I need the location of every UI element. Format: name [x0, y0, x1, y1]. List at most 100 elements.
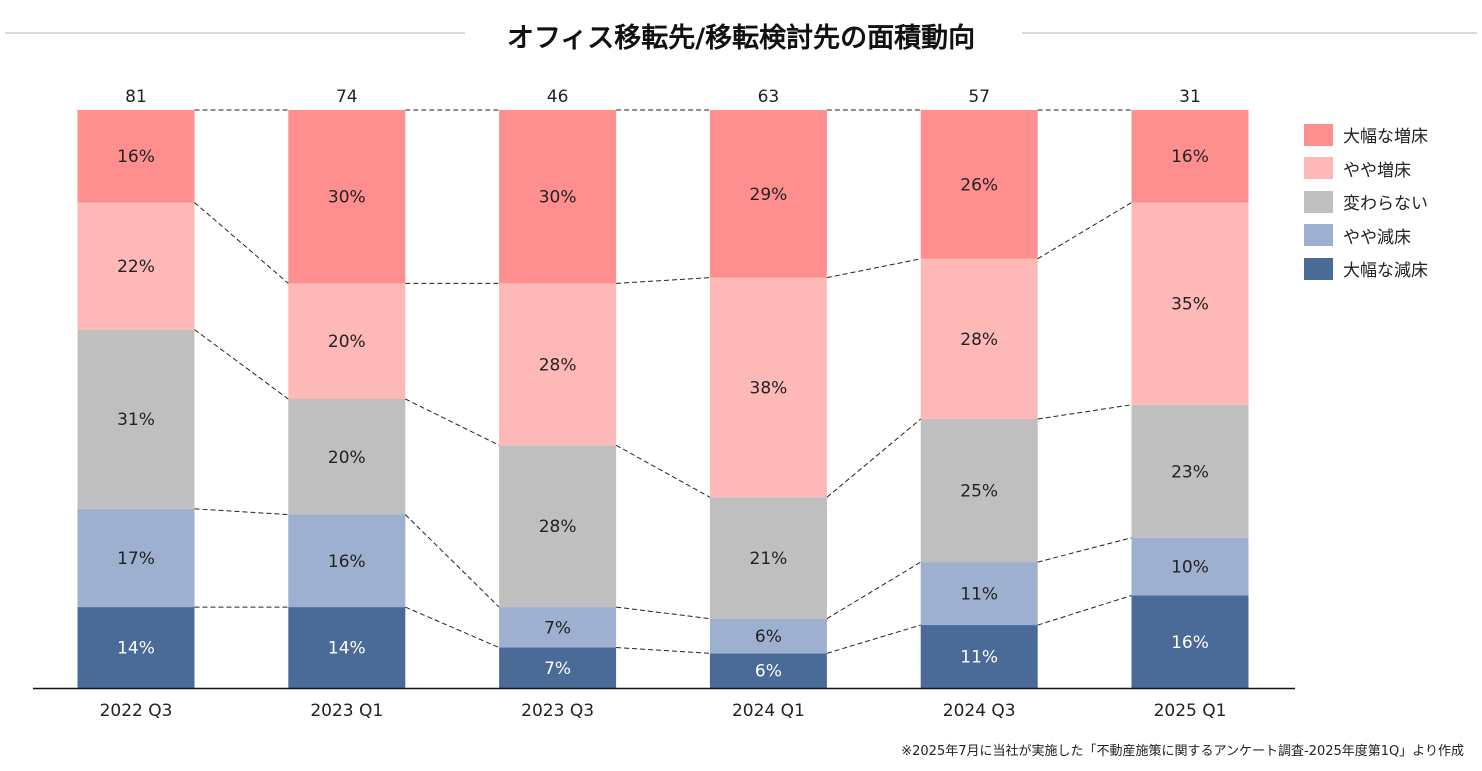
bar-segment [920, 110, 1038, 259]
legend: 大幅な増床やや増床変わらないやや減床大幅な減床 [1304, 118, 1428, 286]
total-label: 63 [758, 87, 780, 107]
data-label: 31% [117, 410, 155, 430]
legend-item: 大幅な増床 [1304, 118, 1428, 152]
legend-label: やや増床 [1343, 160, 1411, 181]
legend-label: 大幅な減床 [1343, 261, 1428, 282]
data-label: 38% [750, 378, 788, 398]
bar-segment [920, 562, 1038, 626]
data-label: 14% [328, 639, 366, 659]
footnote: ※2025年7月に当社が実施した「不動産施策に関するアンケート調査-2025年度… [901, 744, 1464, 759]
bar-segment [1131, 595, 1249, 688]
legend-item: やや減床 [1304, 219, 1428, 253]
x-tick-label: 2024 Q3 [943, 701, 1016, 721]
bar-segment [709, 618, 827, 654]
data-label: 28% [960, 330, 998, 350]
data-label: 11% [960, 585, 998, 605]
x-tick-label: 2023 Q3 [521, 701, 594, 721]
data-label: 16% [1171, 147, 1209, 167]
bar-segment [920, 419, 1038, 563]
legend-swatch [1304, 123, 1333, 146]
connector-line [826, 418, 922, 498]
chart-title-area: オフィス移転先/移転検討先の面積動向 [0, 12, 1482, 54]
legend-item: 変わらない [1304, 185, 1428, 219]
total-label: 74 [336, 87, 358, 107]
legend-swatch [1304, 224, 1333, 247]
bar-segment [1131, 404, 1249, 538]
total-label: 31 [1179, 87, 1201, 107]
data-label: 26% [960, 175, 998, 195]
bar-segment [288, 399, 406, 515]
connector-line [194, 202, 289, 284]
bar-segment [77, 508, 195, 608]
bar-segment [1131, 537, 1249, 596]
bar-segment [709, 277, 827, 498]
bar-segment [288, 110, 406, 284]
title-rule-right [1022, 32, 1477, 34]
legend-item: やや増床 [1304, 152, 1428, 186]
bar-segment [920, 258, 1038, 420]
data-label: 20% [328, 332, 366, 352]
bar-segment [499, 647, 617, 688]
bar-segment [288, 514, 406, 608]
legend-label: やや減床 [1343, 227, 1411, 248]
data-label: 16% [328, 552, 366, 572]
connector-line [615, 444, 711, 498]
bar-segment [709, 497, 827, 619]
data-label: 25% [960, 482, 998, 502]
legend-label: 変わらない [1343, 194, 1428, 215]
title-rule-left [5, 32, 465, 34]
chart-title: オフィス移転先/移転検討先の面積動向 [0, 16, 1482, 55]
bar-segment [77, 202, 195, 330]
connector-line [405, 606, 500, 648]
bar-segment [77, 607, 195, 688]
data-label: 35% [1171, 295, 1209, 315]
data-label: 28% [539, 517, 577, 537]
total-label: 57 [968, 87, 990, 107]
total-label: 46 [547, 87, 569, 107]
data-label: 28% [539, 355, 577, 375]
data-label: 7% [544, 659, 571, 679]
bar-segment [288, 283, 406, 399]
connector-line [616, 277, 710, 284]
bar-segment [1131, 110, 1249, 203]
data-label: 16% [117, 147, 155, 167]
bar-segment [77, 329, 195, 509]
legend-swatch [1304, 190, 1333, 213]
legend-swatch [1304, 157, 1333, 180]
bar-segment [499, 607, 617, 648]
connector-line [826, 258, 921, 279]
data-label: 17% [117, 549, 155, 569]
data-label: 23% [1171, 462, 1209, 482]
bar-segment [709, 110, 827, 278]
connector-line [826, 561, 921, 620]
data-label: 30% [539, 188, 577, 208]
bar-segment [77, 110, 195, 203]
data-label: 11% [960, 648, 998, 668]
data-label: 21% [750, 549, 788, 569]
data-label: 6% [755, 627, 782, 647]
x-tick-label: 2022 Q3 [100, 701, 173, 721]
data-label: 29% [750, 185, 788, 205]
connector-line [405, 398, 500, 446]
connector-line [404, 514, 500, 608]
data-label: 30% [328, 188, 366, 208]
data-label: 20% [328, 448, 366, 468]
chart-title-text: オフィス移転先/移転検討先の面積動向 [492, 23, 990, 54]
connector-line [616, 606, 710, 620]
data-label: 22% [117, 257, 155, 277]
data-label: 6% [755, 662, 782, 682]
bar-segment [288, 607, 406, 688]
connector-line [826, 624, 921, 654]
x-tick-label: 2023 Q1 [310, 701, 383, 721]
data-label: 16% [1171, 633, 1209, 653]
legend-swatch [1304, 257, 1333, 280]
data-label: 7% [544, 618, 571, 638]
legend-item: 大幅な減床 [1304, 252, 1428, 286]
connector-line [1037, 404, 1132, 420]
legend-label: 大幅な増床 [1343, 127, 1428, 148]
connector-line [1037, 537, 1132, 563]
connector-line [1037, 202, 1132, 260]
x-tick-label: 2024 Q1 [732, 701, 805, 721]
total-label: 81 [125, 87, 147, 107]
bar-segment [709, 653, 827, 688]
